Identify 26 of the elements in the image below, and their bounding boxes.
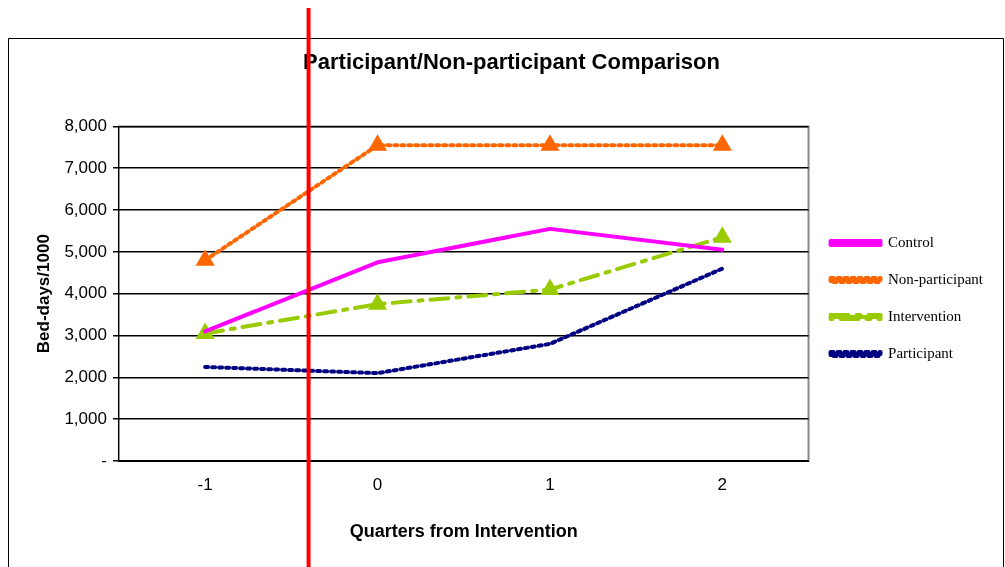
x-tick-label: 1 xyxy=(545,474,555,494)
y-tick-label: - xyxy=(101,450,107,470)
y-tick-label: 3,000 xyxy=(64,325,107,345)
point xyxy=(714,136,731,151)
x-tick-label: 0 xyxy=(372,474,383,494)
y-tick-label: 5,000 xyxy=(64,241,107,261)
y-axis-title: Bed-days/1000 xyxy=(33,234,53,354)
point xyxy=(197,251,214,266)
legend-label: Control xyxy=(888,233,934,250)
y-tick-label: 8,000 xyxy=(64,116,107,136)
point xyxy=(541,136,558,151)
legend-label: Intervention xyxy=(888,307,962,324)
y-tick-label: 4,000 xyxy=(64,283,107,303)
x-tick-label: -1 xyxy=(197,474,213,494)
point xyxy=(369,136,386,151)
y-tick-label: 1,000 xyxy=(64,408,107,428)
y-tick-label: 2,000 xyxy=(64,367,107,387)
point xyxy=(714,228,731,243)
line-series xyxy=(203,266,725,376)
legend-label: Participant xyxy=(888,344,954,361)
legend-label: Non-participant xyxy=(888,270,984,287)
y-tick-label: 6,000 xyxy=(64,199,107,219)
x-tick-label: 2 xyxy=(717,474,728,494)
y-tick-label: 7,000 xyxy=(64,157,107,177)
x-axis-title: Quarters from Intervention xyxy=(349,521,578,542)
point xyxy=(369,295,386,310)
